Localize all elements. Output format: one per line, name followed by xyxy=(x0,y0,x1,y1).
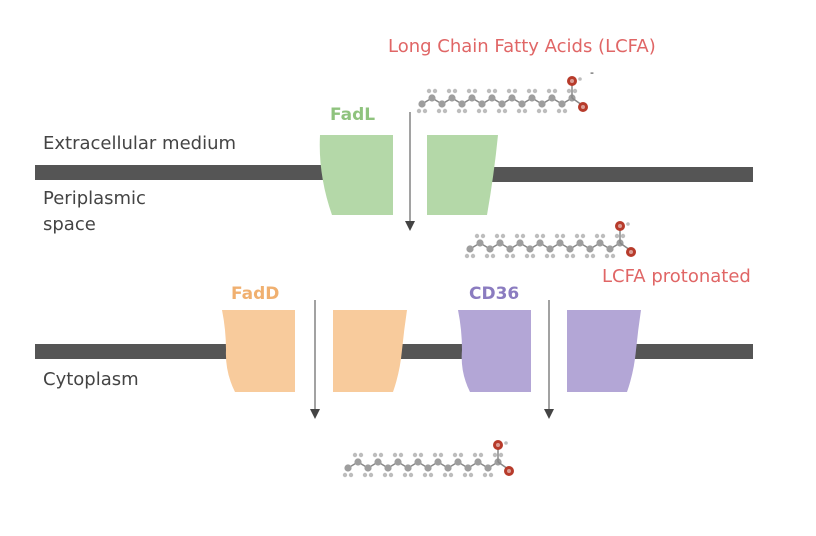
cd36-left-subunit xyxy=(458,310,531,392)
label-periplasmic-line1: Periplasmic xyxy=(43,188,146,209)
inner-membrane-left xyxy=(35,344,230,359)
lcfa-molecule-top xyxy=(416,76,588,114)
lcfa-molecules: - xyxy=(342,66,636,478)
inner-membrane-right xyxy=(630,344,753,359)
cd36-right-subunit xyxy=(567,310,641,392)
fadd-right-subunit xyxy=(333,310,407,392)
label-extracellular-medium: Extracellular medium xyxy=(43,133,237,154)
diagram-title: Long Chain Fatty Acids (LCFA) xyxy=(388,36,656,57)
inner-membrane-middle xyxy=(400,344,465,359)
label-fadd: FadD xyxy=(231,284,280,304)
fadl-right-subunit xyxy=(427,135,498,215)
lcfa-molecule-periplasm xyxy=(464,221,636,259)
outer-membrane-right xyxy=(488,167,753,182)
fadl-left-subunit xyxy=(319,135,393,215)
label-periplasmic-line2: space xyxy=(43,214,96,235)
fadd-left-subunit xyxy=(222,310,295,392)
label-lcfa-protonated: LCFA protonated xyxy=(602,266,751,287)
molecule-charge-label: - xyxy=(590,66,594,79)
outer-membrane-left xyxy=(35,165,330,180)
label-cd36: CD36 xyxy=(469,284,520,304)
label-cytoplasm: Cytoplasm xyxy=(43,369,139,390)
lcfa-molecule-cytoplasm xyxy=(342,440,514,478)
label-fadl: FadL xyxy=(330,105,376,125)
